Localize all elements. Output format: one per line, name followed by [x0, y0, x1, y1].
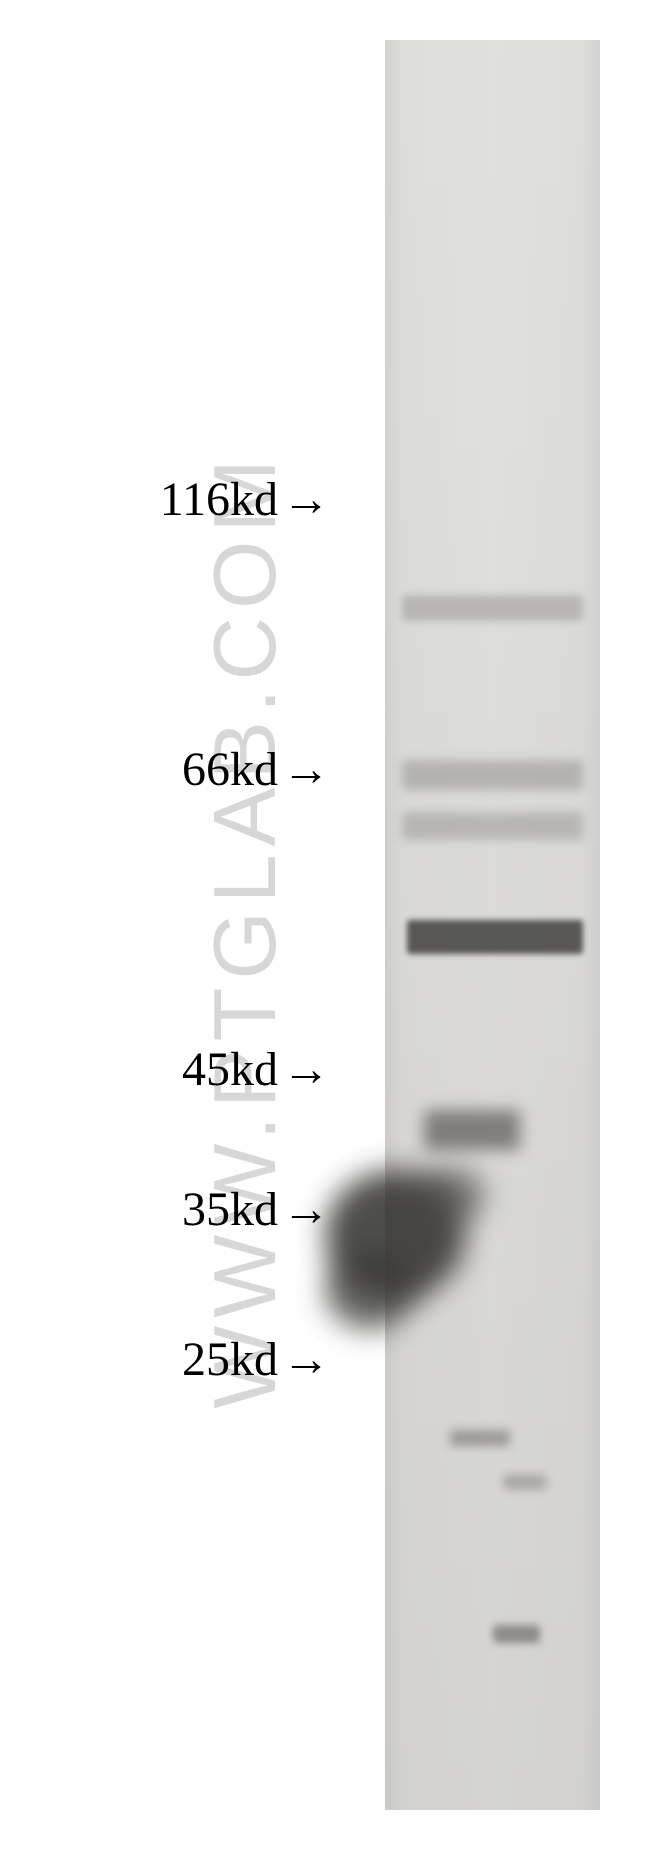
marker-arrow-icon: → [282, 1186, 330, 1234]
protein-band [402, 595, 583, 621]
protein-band [402, 812, 583, 840]
protein-band [503, 1475, 546, 1489]
marker-text: 45kd [182, 1043, 278, 1096]
marker-text: 66kd [182, 743, 278, 796]
marker-text: 116kd [160, 473, 278, 526]
marker-label: 116kd→ [90, 476, 330, 524]
marker-label: 25kd→ [90, 1336, 330, 1384]
marker-text: 35kd [182, 1183, 278, 1236]
protein-band [402, 760, 583, 790]
marker-text: 25kd [182, 1333, 278, 1386]
marker-arrow-icon: → [282, 476, 330, 524]
protein-band [424, 1110, 521, 1150]
protein-band [407, 920, 583, 954]
watermark-text: WWW.PTGLAB.COM [194, 451, 296, 1408]
marker-label: 66kd→ [90, 746, 330, 794]
marker-label: 35kd→ [90, 1186, 330, 1234]
blot-smudge [415, 1168, 485, 1223]
protein-band [493, 1625, 540, 1643]
marker-arrow-icon: → [282, 746, 330, 794]
marker-label: 45kd→ [90, 1046, 330, 1094]
marker-arrow-icon: → [282, 1046, 330, 1094]
blot-smudge [325, 1250, 415, 1330]
marker-arrow-icon: → [282, 1336, 330, 1384]
protein-band [450, 1430, 510, 1446]
blot-figure: WWW.PTGLAB.COM 116kd→66kd→45kd→35kd→25kd… [0, 0, 650, 1855]
